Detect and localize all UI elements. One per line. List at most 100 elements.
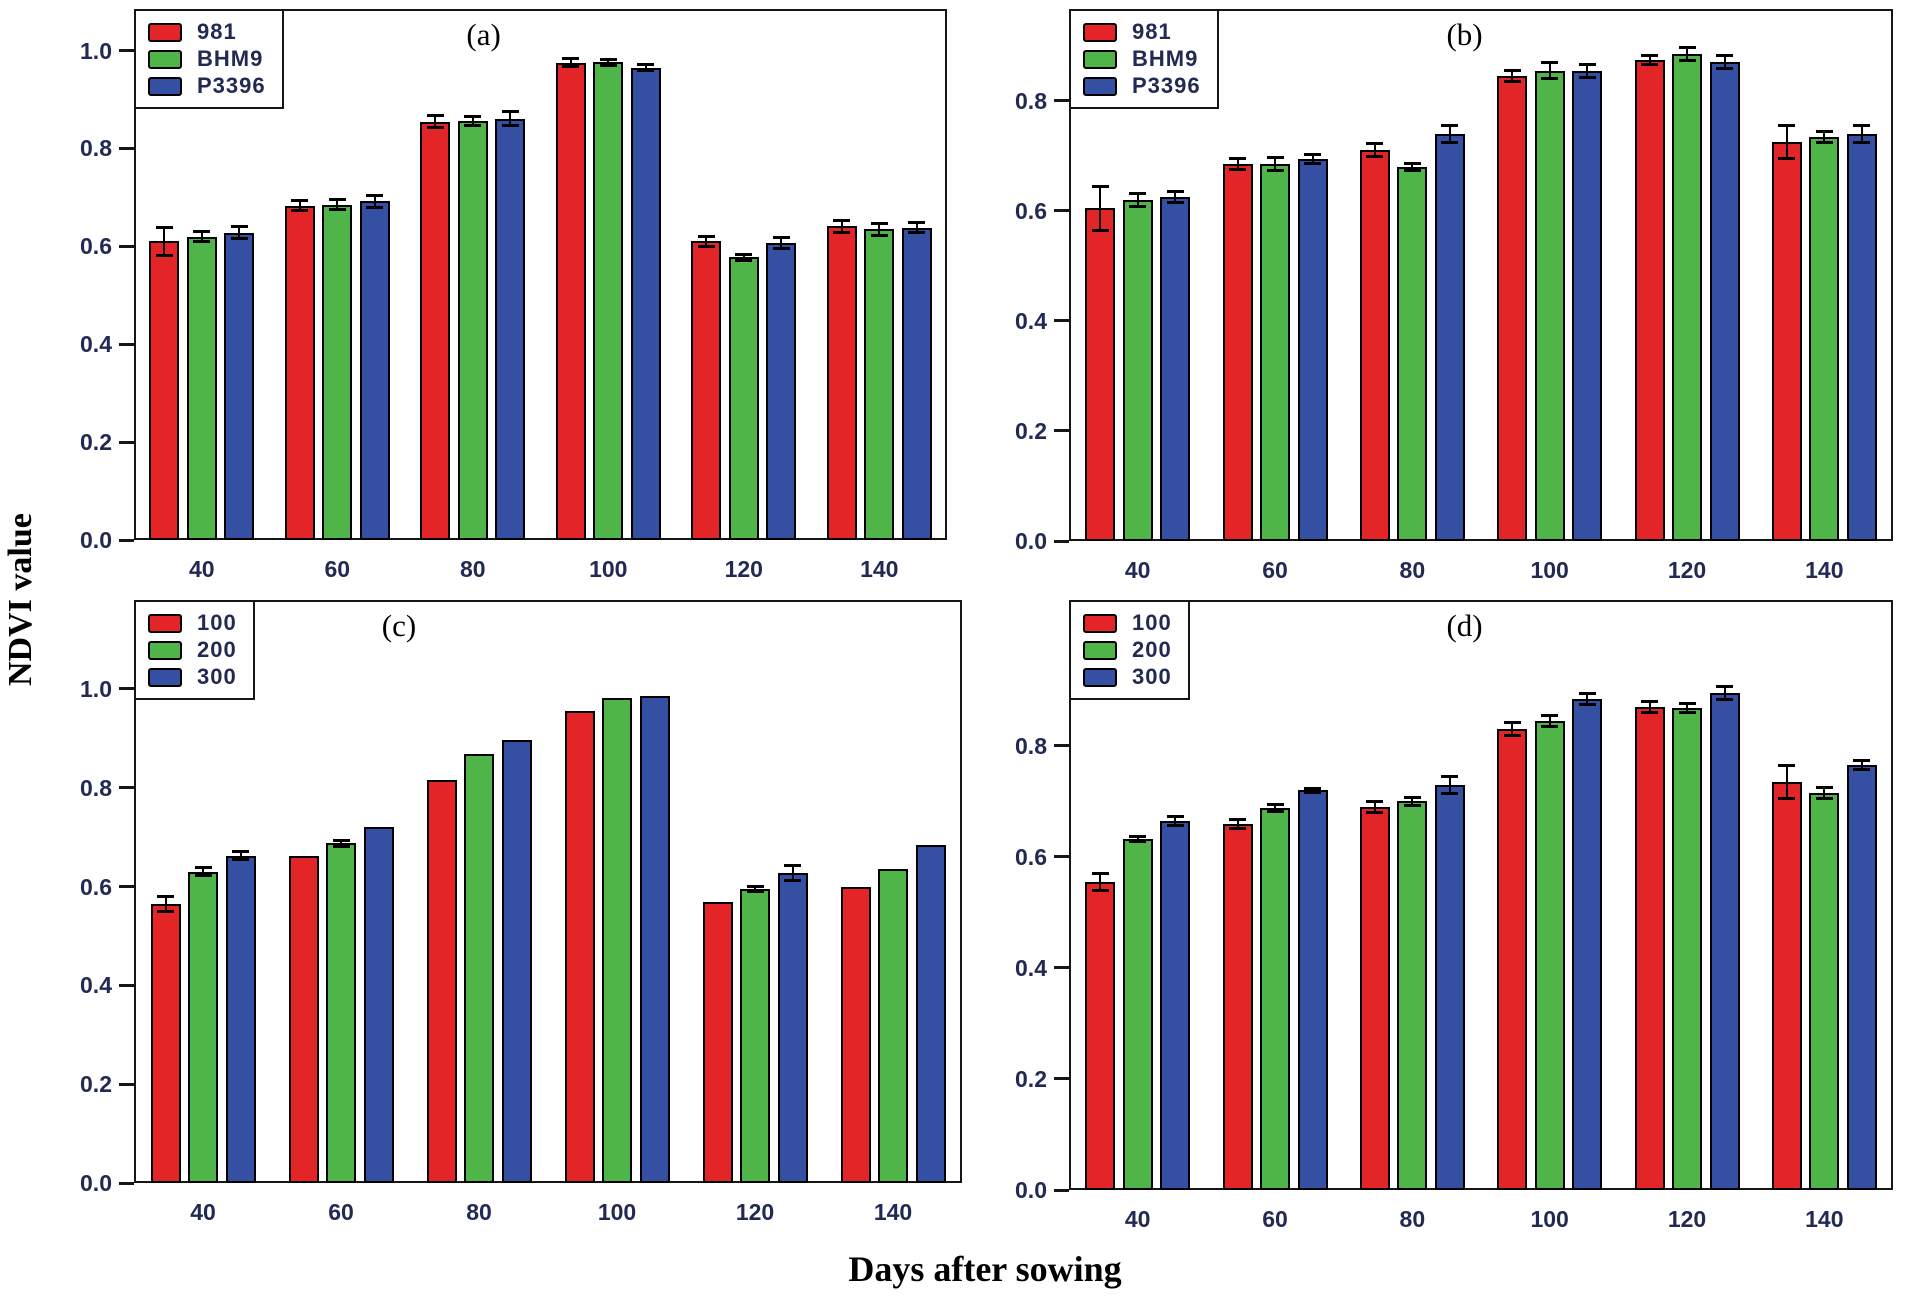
bar-c-100-200 [602,697,632,1183]
error-bar-cap-top [1166,190,1184,194]
x-tick-label: 100 [597,1199,637,1225]
legend-label: 200 [1132,637,1172,662]
bar-b-60-P3396 [1297,158,1328,541]
y-tick-label: 1.0 [80,675,112,702]
y-tick-label: 0.8 [1015,732,1047,759]
plot-area-c [134,600,962,1183]
error-bar-cap-bottom [562,65,580,69]
error-bar-cap-bottom [1641,62,1658,66]
legend-swatch-green [148,49,182,69]
y-tick-label: 0.8 [80,135,112,162]
bar-a-60-981 [284,205,315,540]
error-bar-cap-top [599,57,617,61]
error-bar-line [607,59,610,66]
error-bar-cap-bottom [1129,205,1147,208]
legend-label: 981 [197,19,237,44]
y-tick-label: 0.6 [80,233,112,260]
bar-b-40-BHM9 [1122,199,1153,541]
error-bar-line [644,64,647,71]
error-bar-line [1174,816,1177,826]
error-bar-cap-bottom [1166,823,1184,827]
error-bar-cap-top [1266,803,1284,807]
legend-item-300: 300 [148,665,237,689]
error-bar-line [1311,154,1314,164]
error-bar-cap-bottom [1366,155,1384,159]
error-bar-line [1136,193,1139,207]
x-tick-label: 100 [1530,557,1569,583]
error-bar-cap-top [1503,721,1521,725]
error-bar-cap-top [1366,142,1384,146]
bar-a-140-BHM9 [864,229,895,540]
error-bar-cap-top [1578,691,1596,695]
y-tick-mark [1054,209,1069,213]
bar-b-100-981 [1497,76,1528,541]
x-tick-label: 120 [724,556,763,582]
x-tick-label: 140 [860,556,899,582]
error-bar-cap-top [155,226,173,230]
y-tick-mark [119,687,134,691]
legend-label: 300 [197,664,237,689]
error-bar-line [471,116,474,126]
error-bar-cap-bottom [1778,797,1796,801]
error-bar-cap-top [426,114,444,118]
x-tick-label: 40 [188,556,215,582]
y-tick-label: 0.0 [1015,528,1047,554]
error-bar-line [1785,125,1788,159]
bar-c-40-200 [188,871,218,1183]
error-bar-line [1136,836,1139,842]
error-bar-line [1274,804,1276,812]
error-bar-cap-bottom [1441,140,1459,144]
error-bar-cap-bottom [1578,75,1596,79]
error-bar-cap-top [1129,834,1147,838]
bar-b-120-P3396 [1709,62,1740,541]
error-bar-cap-bottom [637,69,655,73]
legend-item-200: 200 [1083,638,1172,662]
error-bar-line [840,220,843,233]
bar-d-60-300 [1297,790,1328,1190]
error-bar-line [1236,158,1239,170]
x-tick-label: 100 [1530,1206,1569,1232]
legend-swatch-red [1083,613,1117,633]
error-bar-line [373,195,376,208]
y-tick-label: 0.8 [80,774,112,801]
bar-d-40-100 [1085,881,1116,1190]
error-bar-cap-top [1716,685,1733,689]
y-tick-mark [1054,99,1069,103]
error-bar-cap-top [1166,814,1184,818]
error-bar-cap-bottom [426,125,444,129]
error-bar-cap-top [746,884,764,888]
y-tick-label: 0.4 [1015,307,1047,334]
error-bar-cap-bottom [1578,702,1596,706]
error-bar-line [1586,64,1589,78]
bar-b-140-BHM9 [1809,136,1840,541]
error-bar-line [164,896,167,912]
bar-d-100-100 [1497,729,1528,1190]
error-bar-cap-top [784,863,801,867]
error-bar-cap-bottom [193,239,211,243]
error-bar-cap-bottom [1166,201,1184,205]
error-bar-cap-top [908,221,926,225]
error-bar-cap-top [1716,54,1733,58]
x-tick-label: 60 [328,1199,354,1225]
error-bar-cap-top [697,235,715,239]
error-bar-cap-top [1441,124,1459,128]
error-bar-cap-bottom [1129,840,1147,844]
bar-c-60-100 [288,855,319,1183]
bar-d-120-100 [1634,707,1665,1190]
error-bar-line [780,237,783,249]
error-bar-line [1723,55,1726,69]
error-bar-line [1274,157,1276,171]
error-bar-line [1648,55,1651,64]
legend-label: BHM9 [197,46,264,71]
error-bar-cap-top [1366,799,1384,803]
legend-item-981: 981 [148,20,266,44]
bar-a-100-981 [555,62,586,540]
error-bar-cap-bottom [1541,77,1559,81]
error-bar-cap-top [1091,872,1109,876]
legend-item-100: 100 [1083,611,1172,635]
bar-b-80-981 [1359,150,1390,541]
y-tick-label: 0.8 [1015,87,1047,114]
y-tick-label: 0.2 [1015,1065,1047,1092]
plot-area-d [1069,600,1893,1190]
error-bar-line [1860,125,1863,143]
